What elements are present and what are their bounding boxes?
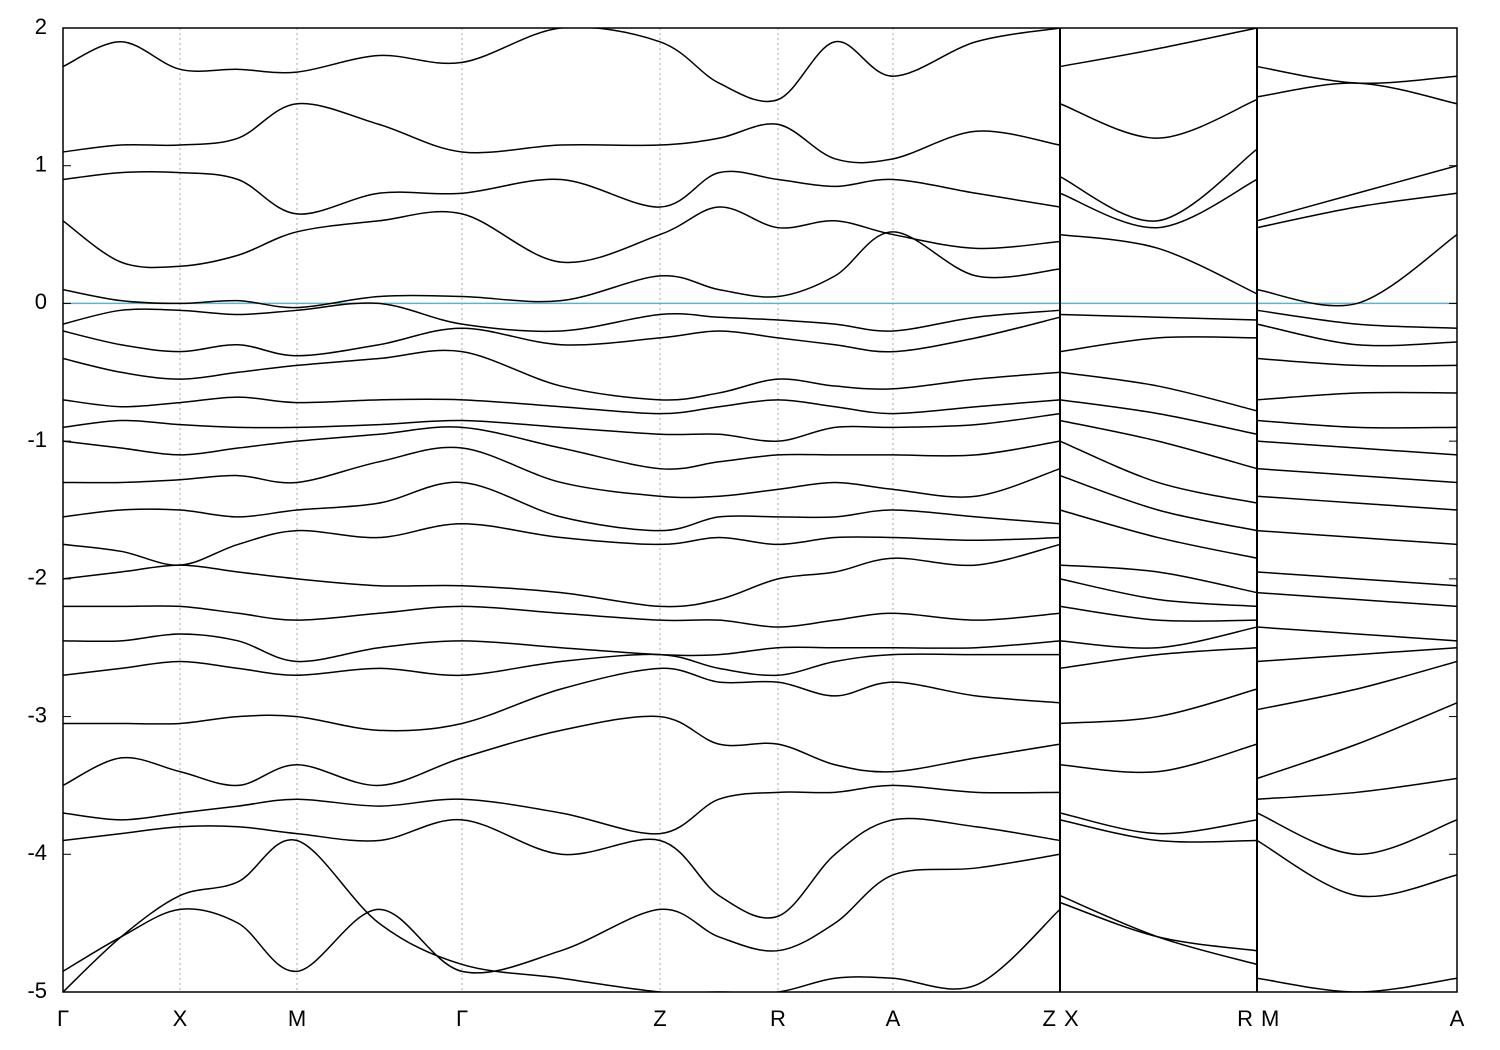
band <box>63 523 1457 594</box>
grid <box>63 28 1457 992</box>
band <box>63 412 1457 470</box>
band <box>63 349 1457 412</box>
x-tick-label: A <box>1450 1006 1465 1031</box>
band <box>63 646 1457 677</box>
band <box>63 178 1457 269</box>
x-tick-label: R <box>770 1006 786 1031</box>
y-tick-label: -4 <box>27 840 47 865</box>
band <box>63 543 1457 608</box>
band <box>63 626 1457 663</box>
x-tick-label: Z <box>1043 1006 1056 1031</box>
band <box>63 812 1457 919</box>
y-tick-label: 2 <box>35 14 47 39</box>
band <box>63 702 1457 787</box>
band <box>63 391 1457 435</box>
y-tick-label: -5 <box>27 978 47 1003</box>
bands <box>63 28 1457 992</box>
band <box>63 316 1457 357</box>
band <box>63 777 1457 835</box>
x-tick-label: X <box>173 1006 188 1031</box>
band <box>63 231 1457 309</box>
y-tick-label: -3 <box>27 702 47 727</box>
band <box>63 148 1457 222</box>
band <box>63 839 1457 974</box>
band <box>63 302 1457 333</box>
x-tick-label: Z <box>653 1006 666 1031</box>
x-tick-label: R <box>1237 1006 1253 1031</box>
x-tick-label: Γ <box>57 1006 69 1031</box>
band <box>63 660 1457 732</box>
x-tick-label: X <box>1064 1006 1079 1031</box>
x-tick-label: M <box>288 1006 306 1031</box>
band <box>63 481 1457 559</box>
x-tick-label: M <box>1261 1006 1279 1031</box>
y-tick-label: 0 <box>35 289 47 314</box>
x-tick-label: A <box>886 1006 901 1031</box>
band <box>63 839 1457 992</box>
band <box>63 426 1457 504</box>
band <box>63 82 1457 164</box>
plot-frame <box>62 27 1458 993</box>
band <box>63 591 1457 628</box>
y-tick-label: 1 <box>35 152 47 177</box>
band <box>63 446 1457 532</box>
x-tick-label: Γ <box>456 1006 468 1031</box>
band <box>63 28 1457 103</box>
y-tick-label: -2 <box>27 565 47 590</box>
y-tick-label: -1 <box>27 427 47 452</box>
